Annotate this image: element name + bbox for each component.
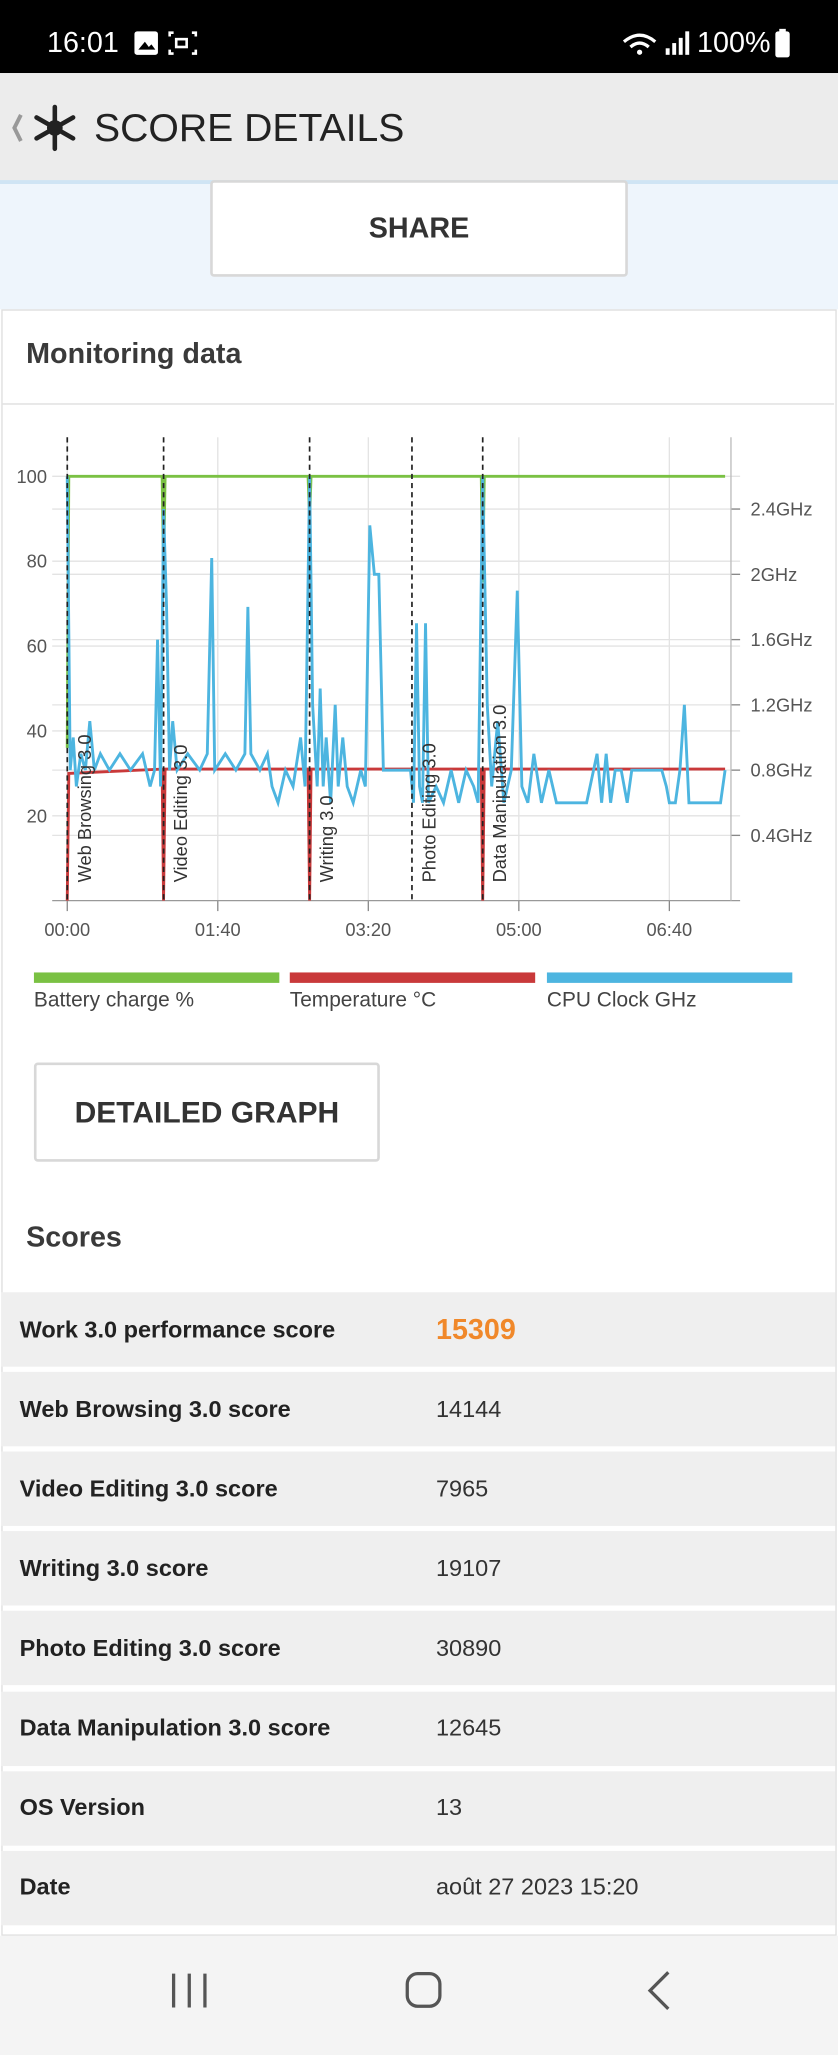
y-tick-label: 40 [27,720,47,741]
signal-icons [622,31,690,55]
monitoring-title: Monitoring data [26,336,242,370]
series-line [65,476,727,808]
score-row: Video Editing 3.0 score 7965 [1,1451,836,1527]
back-logo[interactable] [8,102,86,154]
score-value: 12645 [435,1714,502,1741]
legend-swatch [289,972,536,983]
legend-label: CPU Clock GHz [547,988,697,1011]
score-row: Web Browsing 3.0 score 14144 [1,1371,836,1447]
scores-title: Scores [26,1220,122,1254]
clock: 16:01 [46,26,119,59]
y-tick-label: 100 [17,466,47,487]
legend-swatch [33,972,280,983]
score-label: Photo Editing 3.0 score [19,1634,281,1661]
divider [2,403,835,405]
score-value: 30890 [435,1634,502,1661]
score-label: Data Manipulation 3.0 score [19,1714,331,1741]
score-value: août 27 2023 15:20 [435,1874,639,1901]
phase-label: Photo Editing 3.0 [418,743,439,882]
y2-tick-label: 0.8GHz [751,760,813,781]
score-label: OS Version [19,1794,145,1821]
x-tick-label: 01:40 [195,919,241,940]
score-value: 7965 [435,1475,489,1502]
legend-swatch [546,972,793,983]
plot-area [52,437,741,901]
y2-tick-label: 1.2GHz [751,694,813,715]
y-tick-label: 80 [27,551,47,572]
y-tick-label: 60 [27,636,47,657]
x-tick-label: 06:40 [646,919,692,940]
y2-tick-label: 1.6GHz [751,629,813,650]
app-header: SCORE DETAILS [0,73,838,185]
score-label: Video Editing 3.0 score [19,1475,278,1502]
x-tick-label: 00:00 [44,919,90,940]
y2-tick-label: 0.4GHz [751,825,813,846]
battery-level: 100% [697,26,771,59]
score-label: Writing 3.0 score [19,1554,209,1582]
page-title: SCORE DETAILS [93,107,405,151]
phase-label: Video Editing 3.0 [170,745,191,883]
status-icons [134,31,198,55]
legend-label: Battery charge % [34,988,194,1011]
phase-label: Web Browsing 3.0 [74,734,95,882]
phase-label: Writing 3.0 [316,795,337,882]
score-value: 19107 [435,1554,502,1582]
status-bar: 16:01 100% [0,0,838,74]
y2-tick-label: 2.4GHz [751,499,813,520]
detailed-graph-button[interactable]: DETAILED GRAPH [33,1062,380,1162]
y-tick-label: 20 [27,805,47,826]
x-tick-label: 05:00 [496,919,542,940]
score-value: 15309 [435,1312,516,1346]
score-row: OS Version 13 [1,1770,836,1846]
share-button[interactable]: SHARE [210,180,628,277]
legend-label: Temperature °C [290,988,436,1011]
chart: 20 40 60 80 100 0.4GHz 0.8GHz 1.2GHz 1.6GHz 2GHz 2… [17,437,813,1011]
score-label: Web Browsing 3.0 score [19,1395,291,1422]
score-value: 14144 [435,1395,502,1422]
nav-icons [171,1971,670,2011]
score-row: Work 3.0 performance score 15309 [1,1292,836,1367]
x-tick-label: 03:20 [345,919,391,940]
score-row: Writing 3.0 score 19107 [1,1531,836,1606]
score-value: 13 [435,1794,463,1821]
battery-icon [775,28,790,58]
y2-tick-label: 2GHz [751,564,798,585]
score-label: Work 3.0 performance score [19,1315,336,1342]
score-row: Date août 27 2023 15:20 [1,1850,836,1925]
nav-bar [0,1935,838,2049]
phase-label: Data Manipulation 3.0 [489,705,510,883]
score-row: Photo Editing 3.0 score 30890 [1,1611,836,1686]
score-label: Date [19,1874,71,1901]
score-row: Data Manipulation 3.0 score 12645 [1,1691,836,1766]
